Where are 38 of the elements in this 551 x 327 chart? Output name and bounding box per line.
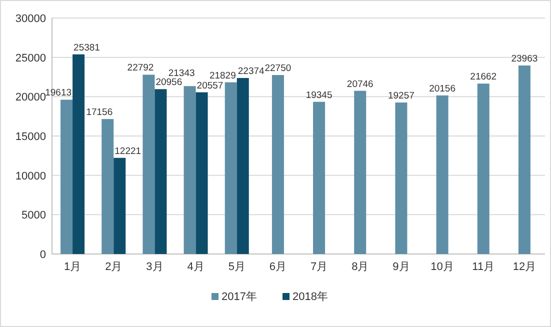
data-label: 25381 xyxy=(74,42,100,54)
x-tick-label: 7月 xyxy=(310,261,328,273)
x-tick-label: 4月 xyxy=(187,261,204,273)
y-tick-label: 5000 xyxy=(22,210,46,222)
data-label: 20557 xyxy=(196,80,224,92)
legend-label: 2017年 xyxy=(222,291,257,303)
data-label: 20746 xyxy=(346,78,374,90)
y-tick-label: 25000 xyxy=(15,52,46,64)
x-tick-label: 6月 xyxy=(269,261,287,273)
y-tick-label: 0 xyxy=(40,249,46,261)
data-label: 23963 xyxy=(511,53,538,64)
data-label: 22792 xyxy=(127,62,154,74)
data-label: 19345 xyxy=(306,90,332,101)
x-tick-label: 1月 xyxy=(64,261,82,273)
data-label: 21662 xyxy=(470,72,497,83)
x-tick-label: 12月 xyxy=(512,261,536,273)
x-tick-label: 9月 xyxy=(392,261,410,273)
x-tick-label: 8月 xyxy=(352,261,369,273)
data-label: 21829 xyxy=(209,70,236,82)
y-tick-label: 20000 xyxy=(15,92,46,104)
data-label: 17156 xyxy=(86,107,113,118)
data-label: 19257 xyxy=(388,90,414,102)
x-tick-label: 2月 xyxy=(105,261,122,273)
y-tick-label: 15000 xyxy=(15,131,46,143)
data-label: 20156 xyxy=(429,83,456,94)
legend-label: 2018年 xyxy=(292,291,328,303)
x-tick-label: 11月 xyxy=(472,261,495,273)
data-label: 22750 xyxy=(264,63,292,74)
data-label: 22374 xyxy=(238,66,264,77)
x-tick-label: 3月 xyxy=(146,261,164,273)
data-label: 19613 xyxy=(45,88,72,99)
x-tick-label: 10月 xyxy=(430,261,454,273)
data-label: 12221 xyxy=(114,146,142,157)
data-label: 21343 xyxy=(168,68,195,80)
y-tick-label: 10000 xyxy=(15,170,46,182)
x-tick-label: 5月 xyxy=(228,261,246,273)
data-label: 20956 xyxy=(156,77,182,88)
y-tick-label: 30000 xyxy=(15,13,46,25)
